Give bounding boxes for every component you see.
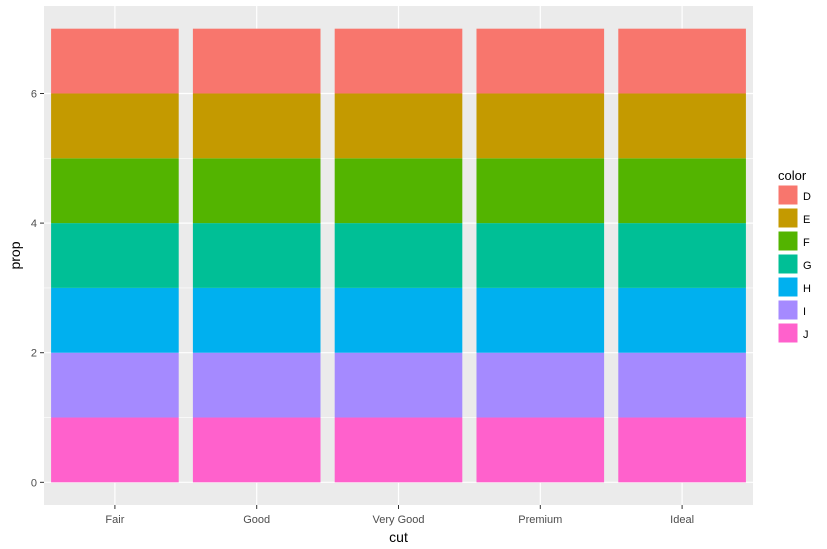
legend-key [777,322,799,344]
x-tick-label: Good [243,514,270,526]
bar-segment [192,417,321,483]
bar-segment [476,93,605,159]
bar-segment [476,417,605,483]
bar-segment [51,28,179,94]
bar-segment [51,93,179,159]
bar-segment [192,28,321,94]
bar-segment [618,417,746,483]
bar-segment [192,93,321,159]
bar-segment [334,28,463,94]
bar-segment [618,158,746,224]
bar-segment [334,352,463,418]
legend-key [777,184,799,206]
bar-segment [334,93,463,159]
bar-segment [51,158,179,224]
legend-label: I [803,306,806,318]
legend-title: color [778,168,807,183]
legend-key [777,207,799,229]
bar-segment [476,158,605,224]
bar-segment [51,417,179,483]
legend-key [777,230,799,252]
bar-segment [476,28,605,94]
bar-segment [618,223,746,288]
legend-label: D [803,191,811,203]
y-axis-title: prop [7,241,23,269]
x-axis-ticks: Fair Good Very Good Premium Ideal [105,505,694,526]
legend-label: G [803,260,812,272]
y-tick-label: 0 [31,477,37,489]
bar-segment [192,223,321,288]
y-tick-label: 6 [31,88,37,100]
x-tick-label: Very Good [373,514,425,526]
y-tick-label: 4 [31,218,37,230]
legend-label: E [803,214,810,226]
bar-segment [192,352,321,418]
bar-segment [476,223,605,288]
legend-label: J [803,329,809,341]
bar-segment [618,28,746,94]
legend-key [777,276,799,298]
x-axis-title: cut [389,529,408,545]
bar-segment [618,352,746,418]
x-tick-label: Fair [105,514,124,526]
legend-key [777,253,799,275]
bar-segment [334,287,463,353]
x-tick-label: Premium [518,514,562,526]
bar-segment [476,352,605,418]
y-tick-label: 2 [31,348,37,360]
legend-label: H [803,283,811,295]
bar-segment [192,287,321,353]
bar-segment [618,287,746,353]
bar-segment [51,287,179,353]
x-tick-label: Ideal [670,514,694,526]
bar-segment [618,93,746,159]
bar-segment [334,223,463,288]
bar-segment [334,158,463,224]
bar-segment [192,158,321,224]
legend-label: F [803,237,810,249]
legend-key [777,299,799,321]
bar-segment [334,417,463,483]
bar-segment [51,352,179,418]
bar-segment [51,223,179,288]
y-axis-ticks: 0 2 4 6 [31,88,44,489]
bar-segment [476,287,605,353]
bars [51,28,746,483]
